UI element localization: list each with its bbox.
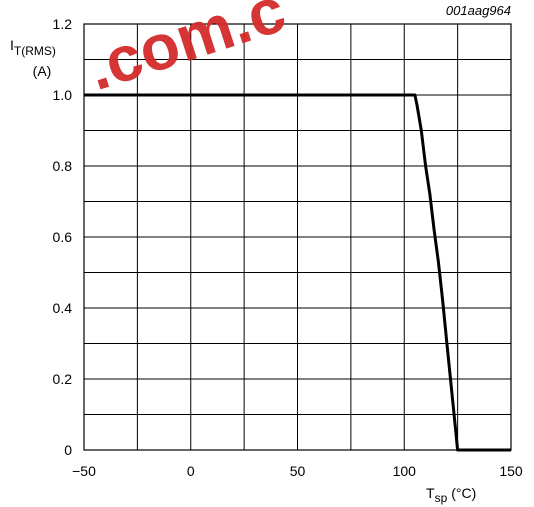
y-axis-label-main: I [10, 37, 14, 53]
y-tick-label: 1.0 [53, 87, 73, 103]
series-line [84, 93, 511, 452]
y-tick-label: 1.2 [53, 16, 73, 32]
y-axis-label-sub: T(RMS) [14, 44, 56, 58]
y-axis-unit: (A) [33, 63, 52, 79]
watermark-text: .com.c [78, 0, 293, 104]
y-axis-label: IT(RMS) [10, 37, 56, 58]
x-tick-label: 100 [393, 463, 417, 479]
series-layer [84, 93, 511, 452]
plot-frame [83, 23, 512, 451]
x-axis-label-unit: (°C) [451, 485, 476, 501]
y-tick-label: 0.6 [53, 229, 73, 245]
x-axis-label: Tsp (°C) [426, 485, 476, 505]
x-tick-label: 150 [499, 463, 523, 479]
figure-id: 001aag964 [446, 3, 511, 18]
x-axis-label-main: T [426, 485, 435, 501]
plot-border [83, 23, 512, 451]
y-tick-label: 0 [64, 442, 72, 458]
x-axis-label-sub: sp [435, 491, 448, 505]
x-tick-label: 0 [187, 463, 195, 479]
y-tick-label: 0.4 [53, 300, 73, 316]
x-tick-label: 50 [290, 463, 306, 479]
y-tick-label: 0.8 [53, 158, 73, 174]
x-tick-label: −50 [72, 463, 96, 479]
y-tick-label: 0.2 [53, 371, 73, 387]
